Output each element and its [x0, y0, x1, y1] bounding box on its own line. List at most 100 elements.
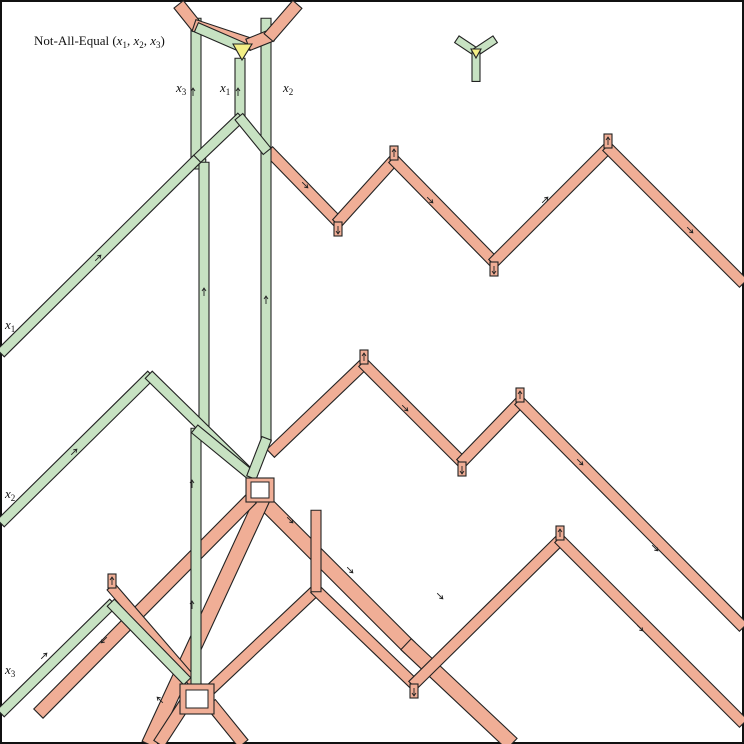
arrow-head	[190, 87, 196, 92]
arrow-head	[544, 196, 549, 201]
arrow-head	[605, 136, 611, 141]
arrow-shaft	[156, 696, 164, 704]
up-arrow-icon	[605, 136, 611, 145]
variable-wire-x2-vertical-segment	[260, 17, 272, 443]
variable-wire-link-segment	[234, 112, 272, 156]
up-arrow-icon	[109, 576, 115, 585]
arrow-head	[73, 448, 78, 453]
arrow-head	[639, 627, 644, 632]
down-arrow-icon	[651, 544, 659, 552]
direction-arrows	[40, 87, 694, 704]
variable-wire-x3-vertical-segment	[198, 161, 210, 433]
junctions	[179, 35, 499, 715]
arrow-head	[201, 287, 207, 292]
clause-wire-1	[263, 141, 744, 289]
wire-terminal	[359, 349, 369, 365]
arrow-head	[335, 230, 341, 235]
junction-box-inner	[250, 481, 270, 499]
clause-wire-2-segment	[266, 357, 370, 459]
clause-wire-7-segment	[310, 509, 322, 593]
arrow-head	[361, 352, 367, 357]
variable-wire-x1-stub-segment	[234, 57, 246, 121]
arrow-head	[100, 639, 105, 644]
arrow-head	[404, 407, 409, 412]
down-arrow-icon	[491, 266, 497, 275]
variable-wire-merge	[190, 424, 273, 482]
down-arrow-icon	[346, 566, 354, 574]
down-arrow-icon	[426, 196, 434, 204]
down-arrow-icon	[436, 592, 444, 600]
arrow-shaft	[286, 516, 294, 524]
clause-wire-1-segment	[487, 141, 615, 269]
arrow-head	[235, 87, 241, 92]
wire-label-left-x3: x3	[4, 662, 16, 679]
down-arrow-icon	[636, 624, 644, 632]
variable-wire-x3-vertical	[190, 17, 210, 433]
wire-label-top-x3: x3	[175, 80, 187, 97]
top-salmon-arms-segment	[263, 0, 303, 43]
variable-wire-x3-segment	[106, 598, 192, 686]
arrow-head	[263, 295, 269, 300]
up-arrow-icon	[190, 87, 196, 96]
arrow-head	[97, 254, 102, 259]
down-arrow-icon	[335, 226, 341, 235]
wire-terminal	[333, 221, 343, 237]
variable-wire-x3-lower	[190, 427, 202, 693]
up-arrow-icon	[40, 652, 48, 660]
variable-wire-x3-vertical-segment	[190, 17, 202, 167]
wire-label-top-x1: x1	[219, 80, 230, 97]
clause-wire-6-segment	[553, 533, 744, 729]
wire-terminal	[515, 387, 525, 403]
down-arrow-icon	[411, 688, 417, 697]
arrow-head	[439, 595, 444, 600]
wire-terminal	[555, 525, 565, 541]
arrow-shaft	[686, 226, 694, 234]
variable-wire-x3-segment	[0, 598, 118, 718]
wire-label-left-x2: x2	[4, 486, 15, 503]
down-arrow-icon	[686, 226, 694, 234]
down-arrow-icon	[401, 404, 409, 412]
arrow-shaft	[426, 196, 434, 204]
arrow-head	[689, 229, 694, 234]
clause-wire-7	[310, 509, 322, 593]
up-arrow-icon	[189, 600, 195, 609]
arrow-shaft	[70, 448, 78, 456]
arrow-head	[459, 470, 465, 475]
up-arrow-icon	[201, 287, 207, 296]
wire-terminal	[107, 573, 117, 589]
down-arrow-icon	[286, 516, 294, 524]
wire-terminal	[489, 261, 499, 277]
arrow-shaft	[651, 544, 659, 552]
wire-terminal	[389, 145, 399, 161]
up-arrow-icon	[557, 528, 563, 537]
arrow-head	[429, 199, 434, 204]
up-arrow-icon	[361, 352, 367, 361]
up-arrow-icon	[391, 148, 397, 157]
arrow-shaft	[541, 196, 549, 204]
variable-wire-x2-segment	[0, 370, 156, 528]
down-arrow-icon	[459, 466, 465, 475]
clause-wire-1-segment	[263, 146, 345, 228]
clause-wire-2-segment	[513, 395, 744, 633]
arrow-head	[391, 148, 397, 153]
variable-wire-x2-vertical	[260, 17, 272, 443]
junction-icon	[470, 48, 482, 60]
arrow-shaft	[346, 566, 354, 574]
clause-wire-6	[204, 533, 744, 729]
arrow-head	[109, 576, 115, 581]
arrow-head	[43, 652, 48, 657]
variable-wire-link	[234, 112, 272, 156]
arrow-head	[491, 270, 497, 275]
up-arrow-icon	[235, 87, 241, 96]
arrow-head	[654, 547, 659, 552]
down-arrow-icon	[301, 181, 309, 189]
down-arrow-icon	[541, 196, 549, 204]
arrow-head	[289, 519, 294, 524]
variable-wire-merge-segment	[245, 435, 273, 481]
clause-wire-1-segment	[601, 141, 744, 289]
arrow-shaft	[401, 404, 409, 412]
arrow-head	[579, 461, 584, 466]
clause-wires	[33, 133, 744, 744]
up-arrow-icon	[189, 479, 195, 488]
wire-terminal	[603, 133, 613, 149]
